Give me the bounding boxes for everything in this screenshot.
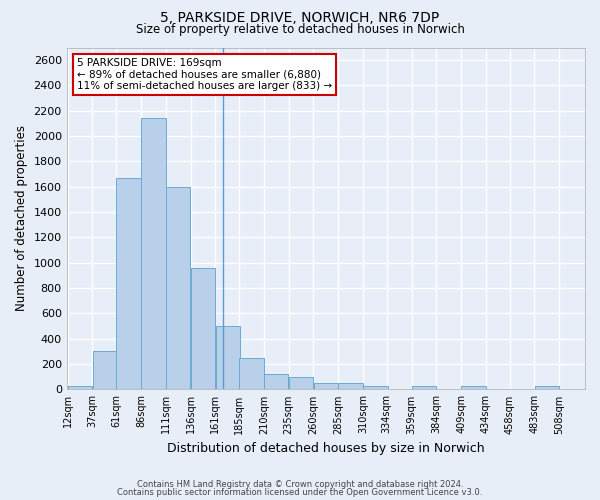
Text: 5, PARKSIDE DRIVE, NORWICH, NR6 7DP: 5, PARKSIDE DRIVE, NORWICH, NR6 7DP	[160, 11, 440, 25]
Bar	[166, 188, 190, 390]
Bar	[264, 374, 289, 390]
Bar	[314, 383, 338, 390]
Text: 5 PARKSIDE DRIVE: 169sqm
← 89% of detached houses are smaller (6,880)
11% of sem: 5 PARKSIDE DRIVE: 169sqm ← 89% of detach…	[77, 58, 332, 91]
Bar	[141, 118, 166, 390]
Bar	[92, 352, 117, 390]
Y-axis label: Number of detached properties: Number of detached properties	[15, 126, 28, 312]
Bar	[461, 386, 485, 390]
Text: Contains HM Land Registry data © Crown copyright and database right 2024.: Contains HM Land Registry data © Crown c…	[137, 480, 463, 489]
Bar	[363, 386, 388, 390]
Bar	[116, 178, 141, 390]
Bar	[412, 386, 436, 390]
Bar	[191, 268, 215, 390]
Bar	[68, 386, 92, 390]
Text: Contains public sector information licensed under the Open Government Licence v3: Contains public sector information licen…	[118, 488, 482, 497]
Bar	[215, 326, 240, 390]
Bar	[239, 358, 263, 390]
Text: Size of property relative to detached houses in Norwich: Size of property relative to detached ho…	[136, 22, 464, 36]
Bar	[289, 377, 313, 390]
X-axis label: Distribution of detached houses by size in Norwich: Distribution of detached houses by size …	[167, 442, 485, 455]
Bar	[535, 386, 559, 390]
Bar	[338, 383, 363, 390]
